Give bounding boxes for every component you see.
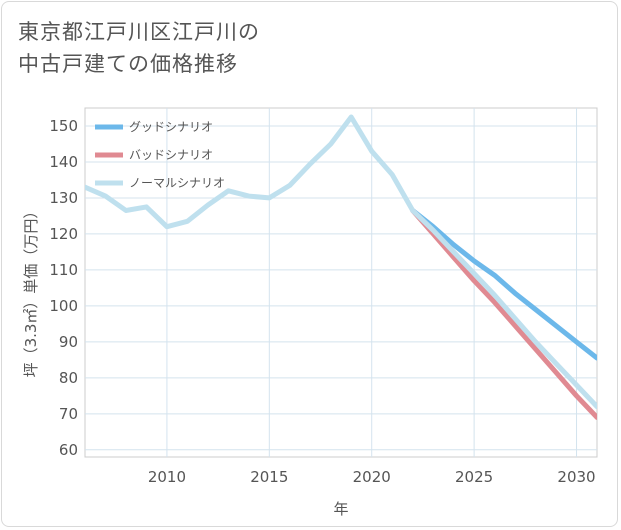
series-line-3 (85, 114, 597, 410)
series-line-2 (410, 208, 597, 420)
y-tick-label: 140 (49, 153, 78, 171)
y-tick-label: 60 (59, 441, 78, 459)
x-tick-label: 2020 (353, 468, 391, 486)
series-line-1 (410, 208, 597, 361)
legend-label-1: グッドシナリオ (129, 120, 213, 134)
chart-title-line-2: 中古戸建ての価格推移 (18, 52, 238, 76)
y-tick-label: 150 (49, 117, 78, 135)
y-tick-label: 130 (49, 189, 78, 207)
chart-title-line-1: 東京都江戸川区江戸川の (18, 20, 260, 44)
x-tick-label: 2010 (148, 468, 186, 486)
legend-label-2: バッドシナリオ (129, 148, 213, 162)
x-tick-label: 2025 (455, 468, 493, 486)
y-tick-label: 110 (49, 261, 78, 279)
x-tick-label: 2015 (250, 468, 288, 486)
legend-label-3: ノーマルシナリオ (129, 176, 225, 190)
y-tick-label: 120 (49, 225, 78, 243)
y-tick-label: 100 (49, 297, 78, 315)
x-tick-label: 2030 (557, 468, 595, 486)
plot-area (84, 107, 598, 458)
y-tick-label: 90 (59, 333, 78, 351)
y-axis-label: 坪（3.3㎡）単価（万円） (22, 204, 40, 378)
x-axis-label: 年 (333, 500, 348, 518)
y-tick-label: 80 (59, 369, 78, 387)
y-tick-label: 70 (59, 405, 78, 423)
chart-title: 東京都江戸川区江戸川の 中古戸建ての価格推移 (18, 16, 260, 80)
